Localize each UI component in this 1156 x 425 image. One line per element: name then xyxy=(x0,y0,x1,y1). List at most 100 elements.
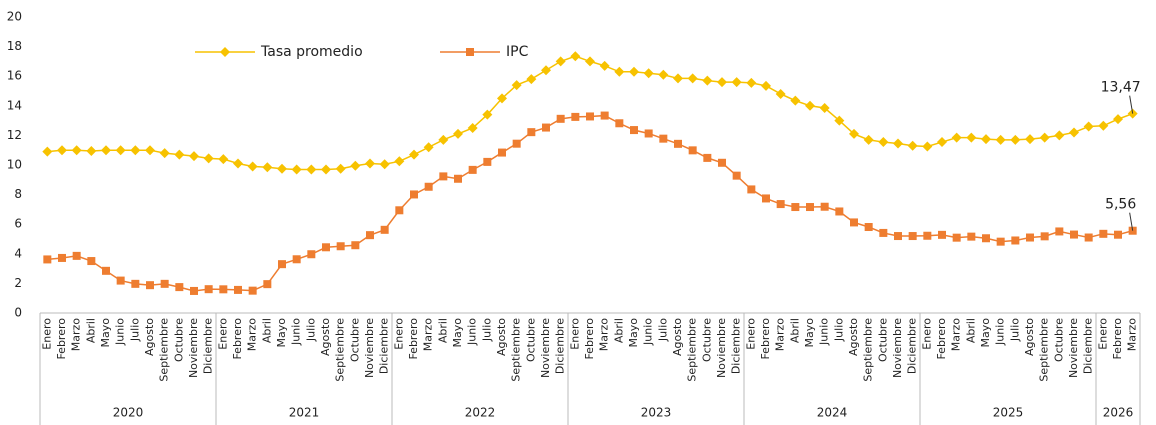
diamond-marker xyxy=(805,100,815,111)
square-marker xyxy=(219,285,228,294)
legend-marker xyxy=(220,47,230,57)
x-tick-label: Diciembre xyxy=(906,318,919,374)
x-tick-label: Junio xyxy=(290,318,303,346)
x-tick-label: Enero xyxy=(568,318,581,350)
x-tick-label: Noviembre xyxy=(1067,318,1080,378)
square-marker xyxy=(366,231,374,240)
diamond-marker xyxy=(71,145,82,156)
y-tick-label: 10 xyxy=(7,158,22,172)
diamond-marker xyxy=(1069,127,1079,138)
x-tick-label: Abril xyxy=(612,318,625,343)
square-marker xyxy=(791,203,800,212)
x-tick-label: Septiembre xyxy=(158,318,171,382)
x-tick-label: Marzo xyxy=(950,318,963,352)
x-tick-label: Febrero xyxy=(407,318,420,360)
diamond-marker xyxy=(893,138,903,149)
x-tick-label: Febrero xyxy=(935,318,948,360)
x-tick-label: Abril xyxy=(84,318,97,343)
square-marker xyxy=(439,172,448,181)
x-tick-label: Agosto xyxy=(143,318,156,356)
diamond-marker xyxy=(951,132,962,143)
diamond-marker xyxy=(145,145,155,156)
square-marker xyxy=(307,250,316,259)
x-tick-label: Mayo xyxy=(451,318,464,348)
diamond-marker xyxy=(966,132,977,143)
x-tick-label: Abril xyxy=(788,318,801,343)
square-marker xyxy=(248,286,257,295)
diamond-marker xyxy=(409,149,419,160)
diamond-marker xyxy=(1025,134,1035,145)
x-tick-label: Noviembre xyxy=(715,318,728,378)
diamond-marker xyxy=(819,103,830,114)
x-tick-label: Mayo xyxy=(979,318,992,348)
x-tick-label: Diciembre xyxy=(1082,318,1095,374)
square-marker xyxy=(600,111,609,120)
y-tick-label: 14 xyxy=(7,98,22,112)
x-tick-label: Septiembre xyxy=(1038,318,1051,382)
legend-marker xyxy=(466,48,474,56)
diamond-marker xyxy=(673,73,683,84)
diamond-marker xyxy=(717,77,727,88)
square-marker xyxy=(102,266,110,275)
x-tick-label: Mayo xyxy=(627,318,640,348)
square-marker xyxy=(703,153,712,162)
square-marker xyxy=(1070,230,1078,239)
square-marker xyxy=(190,286,198,295)
x-tick-label: Agosto xyxy=(671,318,684,356)
square-marker xyxy=(894,232,902,241)
diamond-marker xyxy=(453,128,463,139)
square-marker xyxy=(160,279,169,288)
diamond-marker xyxy=(1113,114,1123,125)
x-tick-label: Febrero xyxy=(1111,318,1124,360)
diamond-marker xyxy=(643,68,654,79)
x-tick-label: Abril xyxy=(436,318,449,343)
square-marker xyxy=(87,257,96,266)
x-tick-label: Agosto xyxy=(847,318,860,356)
x-tick-label: Abril xyxy=(964,318,977,343)
diamond-marker xyxy=(423,142,434,153)
x-tick-label: Octubre xyxy=(172,318,185,362)
diamond-marker xyxy=(42,146,53,157)
diamond-marker xyxy=(1054,130,1065,141)
diamond-marker xyxy=(86,145,97,156)
diamond-marker xyxy=(878,137,889,148)
y-tick-label: 6 xyxy=(14,217,22,231)
diamond-marker xyxy=(218,154,229,165)
x-tick-label: Enero xyxy=(216,318,229,350)
square-marker xyxy=(512,139,521,148)
square-marker xyxy=(72,251,81,260)
diamond-marker xyxy=(291,164,302,175)
diamond-marker xyxy=(306,164,317,175)
square-marker xyxy=(615,119,624,128)
diamond-marker xyxy=(922,141,933,152)
square-marker xyxy=(1026,233,1034,242)
diamond-marker xyxy=(159,148,170,159)
square-marker xyxy=(395,206,404,215)
diamond-marker xyxy=(233,158,243,169)
square-marker xyxy=(586,112,594,121)
x-tick-label: Octubre xyxy=(876,318,889,362)
x-tick-label: Febrero xyxy=(231,318,244,360)
diamond-marker xyxy=(599,60,610,71)
square-marker xyxy=(835,207,844,216)
diamond-marker xyxy=(746,77,757,88)
square-marker xyxy=(43,255,52,264)
square-marker xyxy=(1084,233,1093,242)
x-tick-label: Julio xyxy=(656,318,669,342)
square-marker xyxy=(732,171,741,180)
diamond-marker xyxy=(394,156,405,167)
diamond-marker xyxy=(761,80,771,91)
square-marker xyxy=(278,260,286,269)
square-marker xyxy=(1099,229,1108,238)
diamond-marker xyxy=(629,66,639,77)
x-tick-label: Marzo xyxy=(774,318,787,352)
diamond-marker xyxy=(467,123,478,133)
square-marker xyxy=(747,185,756,194)
square-marker xyxy=(864,223,873,232)
x-tick-label: Julio xyxy=(1008,318,1021,342)
x-tick-label: Diciembre xyxy=(554,318,567,374)
square-marker xyxy=(424,182,433,191)
x-tick-label: Julio xyxy=(832,318,845,342)
